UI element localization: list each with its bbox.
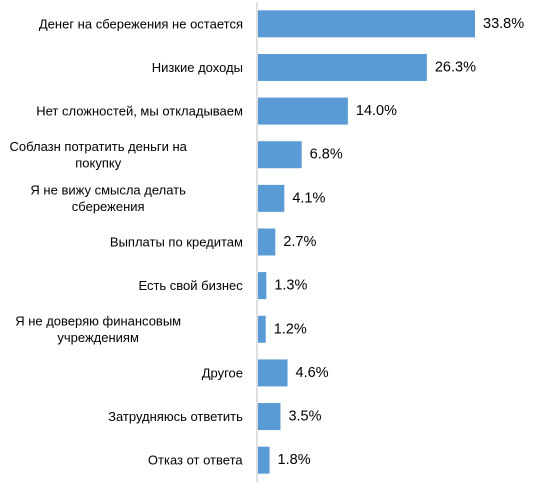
- category-label-5: Я не вижу смысла делать сбережения: [30, 183, 186, 215]
- value-label-9: 4.6%: [296, 365, 329, 381]
- category-label-line: Затрудняюсь ответить: [108, 409, 243, 424]
- bar-2: [258, 53, 427, 81]
- bar-6: [258, 228, 276, 256]
- category-label-line: Я не вижу смысла делать: [30, 183, 186, 198]
- category-label-line: Низкие доходы: [152, 60, 243, 75]
- bar-10: [258, 403, 281, 431]
- bar-7: [258, 272, 267, 300]
- category-label-2: Низкие доходы: [152, 60, 243, 75]
- value-label-7: 1.3%: [274, 278, 307, 294]
- value-label-3: 14.0%: [356, 103, 397, 119]
- category-label-line: учреждениям: [57, 330, 139, 345]
- bar-8: [258, 315, 266, 343]
- value-label-11: 1.8%: [278, 452, 311, 468]
- value-label-10: 3.5%: [288, 409, 321, 425]
- category-label-line: Я не доверяю финансовым: [15, 314, 181, 329]
- category-label-line: покупку: [75, 155, 121, 170]
- category-label-line: Есть свой бизнес: [138, 278, 243, 293]
- bar-3: [258, 97, 348, 125]
- category-labels-group: Денег на сбережения не остается Низкие до…: [10, 16, 244, 467]
- category-label-line: Соблазн потратить деньги на: [10, 139, 188, 154]
- category-label-8: Я не доверяю финансовым учреждениям: [15, 314, 181, 346]
- category-label-line: Выплаты по кредитам: [110, 235, 243, 250]
- category-label-11: Отказ от ответа: [148, 453, 243, 468]
- category-label-line: Нет сложностей, мы откладываем: [36, 104, 243, 119]
- value-label-5: 4.1%: [292, 190, 325, 206]
- bar-4: [258, 141, 302, 169]
- value-label-6: 2.7%: [283, 234, 316, 250]
- bar-11: [258, 446, 270, 474]
- category-label-3: Нет сложностей, мы откладываем: [36, 104, 243, 119]
- category-label-line: сбережения: [72, 199, 145, 214]
- bar-1: [258, 10, 475, 38]
- category-label-line: Денег на сбережения не остается: [39, 16, 243, 31]
- value-label-2: 26.3%: [435, 59, 476, 75]
- value-label-4: 6.8%: [310, 147, 343, 163]
- value-label-8: 1.2%: [274, 321, 307, 337]
- category-label-line: Отказ от ответа: [148, 453, 243, 468]
- category-label-9: Другое: [202, 365, 243, 380]
- value-label-1: 33.8%: [483, 16, 524, 32]
- bar-5: [258, 184, 285, 212]
- category-label-1: Денег на сбережения не остается: [39, 16, 243, 31]
- category-label-6: Выплаты по кредитам: [110, 235, 243, 250]
- category-label-10: Затрудняюсь ответить: [108, 409, 243, 424]
- category-label-7: Есть свой бизнес: [138, 278, 243, 293]
- bars-group: [258, 10, 475, 474]
- bar-9: [258, 359, 288, 387]
- category-label-4: Соблазн потратить деньги на покупку: [10, 139, 188, 171]
- value-labels-group: 33.8% 26.3% 14.0% 6.8% 4.1% 2.7% 1.3% 1.2% 4.6% 3…: [274, 16, 525, 468]
- category-label-line: Другое: [202, 365, 243, 380]
